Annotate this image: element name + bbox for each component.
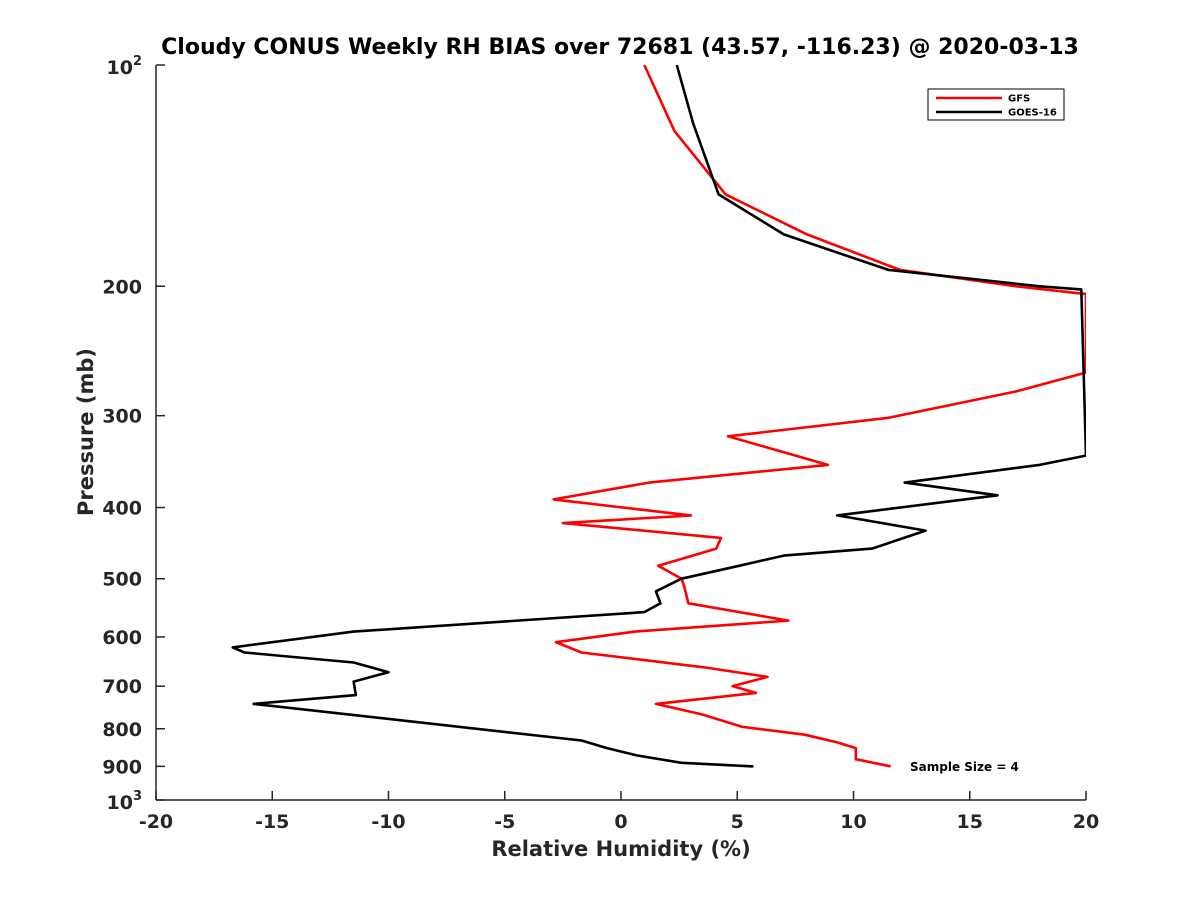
y-tick-base: 10	[107, 792, 133, 814]
series-line-goes-16	[231, 65, 1086, 768]
series-layer	[231, 65, 1086, 768]
x-tick-label: 15	[957, 811, 983, 833]
y-tick-label: 900	[102, 756, 142, 778]
sample-size-annotation: Sample Size = 4	[910, 760, 1019, 774]
series-line-gfs	[552, 65, 1086, 768]
y-tick-label: 500	[102, 569, 142, 591]
legend: GFS GOES-16	[927, 88, 1065, 121]
y-tick-label: 700	[102, 676, 142, 698]
legend-label: GFS	[1008, 94, 1030, 105]
x-tick-label: -20	[139, 811, 173, 833]
x-tick-label: 0	[614, 811, 627, 833]
x-tick-label: -15	[255, 811, 289, 833]
y-tick-label: 600	[102, 627, 142, 649]
legend-label: GOES-16	[1008, 108, 1057, 119]
y-axis-label: Pressure (mb)	[74, 348, 98, 516]
x-axis-ticks: -20 -15 -10 -5 0 5 10 15 20	[139, 791, 1099, 833]
y-tick-label: 300	[102, 406, 142, 428]
x-tick-label: -10	[371, 811, 405, 833]
y-tick-label: 102	[107, 54, 143, 79]
y-tick-label: 800	[102, 719, 142, 741]
y-tick-exponent: 3	[133, 789, 142, 804]
x-tick-label: 20	[1073, 811, 1099, 833]
x-tick-label: 10	[840, 811, 866, 833]
y-tick-label: 200	[102, 276, 142, 298]
x-tick-label: 5	[731, 811, 744, 833]
chart-title: Cloudy CONUS Weekly RH BIAS over 72681 (…	[161, 35, 1079, 60]
x-axis-label: Relative Humidity (%)	[491, 837, 750, 861]
legend-box	[927, 88, 1065, 121]
plot-frame	[156, 65, 1086, 800]
y-tick-exponent: 2	[133, 54, 142, 69]
x-tick-label: -5	[494, 811, 515, 833]
y-tick-label: 103	[107, 789, 143, 814]
y-tick-base: 10	[107, 57, 133, 79]
y-tick-label: 400	[102, 498, 142, 520]
plot-area	[155, 65, 1086, 801]
